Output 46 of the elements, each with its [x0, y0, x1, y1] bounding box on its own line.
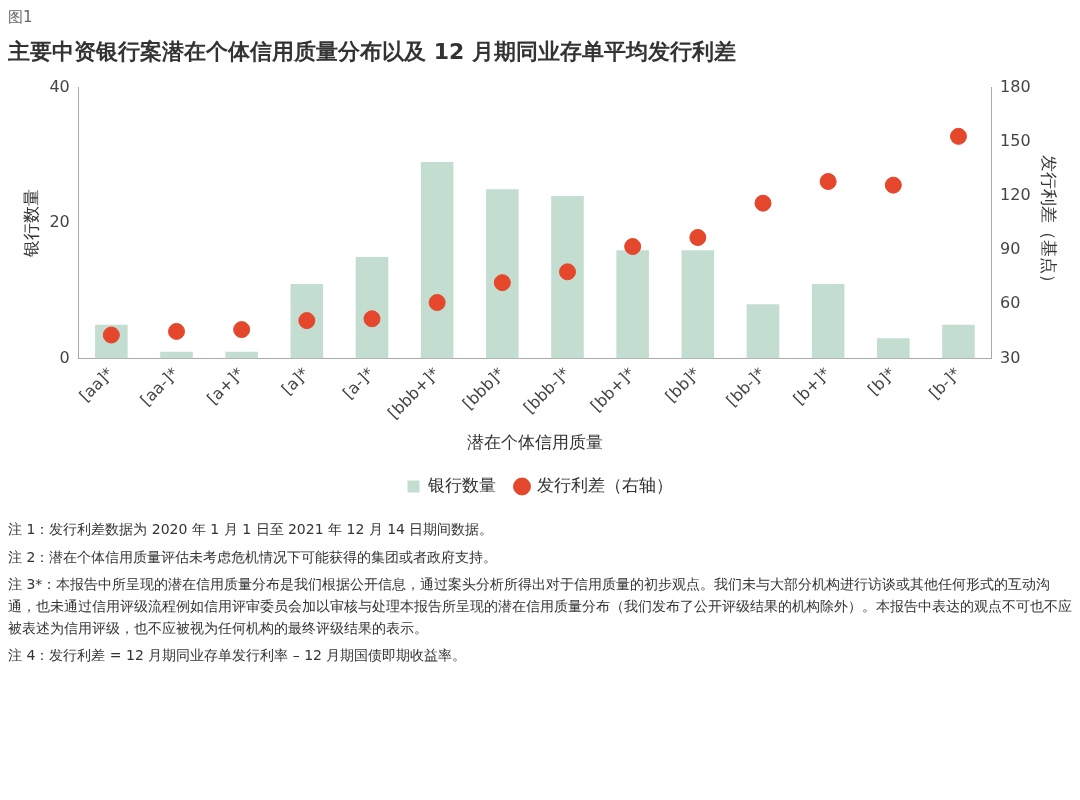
point — [754, 194, 772, 212]
y2-tick-label: 60 — [1000, 293, 1021, 313]
point — [233, 321, 251, 339]
bar — [420, 162, 454, 359]
y-axis-title: 银行数量 — [20, 189, 41, 259]
y2-tick-label: 30 — [1000, 347, 1021, 367]
y2-tick-label: 90 — [1000, 239, 1021, 259]
point — [428, 294, 446, 312]
x-axis-title: 潜在个体信用质量 — [466, 432, 603, 453]
bar — [746, 304, 780, 359]
text: 注 3*：本报告中所呈现的潜在信用质量分布是我们根据公开信息，通过案头分析所得出对于信用质量的初步观点。我们未与大部分机构进行访谈或其他任何形式的互动沟通，也未通过信用评级流程例如信用评审委员会加以审核与处理本报告所呈现的潜在信用质量分布（我们发布了公开评级结果的机构除外）。本报告中表达的观点不可也不应被表述为信用评级，也不应被视为任何机构的最终评级结果的表示。 — [8, 575, 1072, 638]
bar — [290, 284, 324, 359]
bar — [616, 250, 649, 359]
text: 注 1：发行利差数据为 2020 年 1 月 1 日至 2021 年 12 月 14 日期间数据。 — [8, 520, 495, 539]
bar — [877, 338, 910, 359]
point — [689, 229, 707, 247]
bar — [486, 189, 519, 359]
y-tick-label: 40 — [49, 76, 70, 96]
bar — [811, 284, 845, 359]
y-tick-label: 20 — [49, 212, 70, 232]
bar — [681, 250, 715, 359]
bar — [160, 351, 193, 359]
point — [363, 310, 381, 328]
legend-label: 发行利差（右轴） — [536, 474, 673, 495]
text: 注 2：潜在个体信用质量评估未考虑危机情况下可能获得的集团或者政府支持。 — [8, 547, 499, 567]
legend-label: 银行数量 — [427, 474, 496, 495]
point — [949, 127, 967, 145]
y-tick-label: 0 — [59, 347, 70, 367]
caption: 图1 — [8, 8, 34, 27]
y2-tick-label: 120 — [1000, 185, 1031, 205]
bar — [225, 351, 258, 359]
point — [624, 238, 642, 256]
point — [884, 176, 902, 194]
point — [168, 322, 186, 340]
point — [298, 312, 316, 330]
bar — [355, 256, 389, 359]
text: 注 4：发行利差 = 12 月期同业存单发行利率 – 12 月期国债即期收益率。 — [8, 646, 468, 666]
point — [493, 274, 511, 292]
y2-tick-label: 180 — [1000, 76, 1031, 96]
y2-axis-title: 发行利差（基点） — [1039, 155, 1060, 292]
point — [819, 173, 837, 191]
bar — [942, 324, 975, 359]
bar — [551, 195, 584, 359]
chart-title: 主要中资银行案潜在个体信用质量分布以及 12 月期同业存单平均发行利差 — [8, 38, 737, 66]
y2-tick-label: 150 — [1000, 130, 1031, 150]
point — [558, 263, 576, 281]
